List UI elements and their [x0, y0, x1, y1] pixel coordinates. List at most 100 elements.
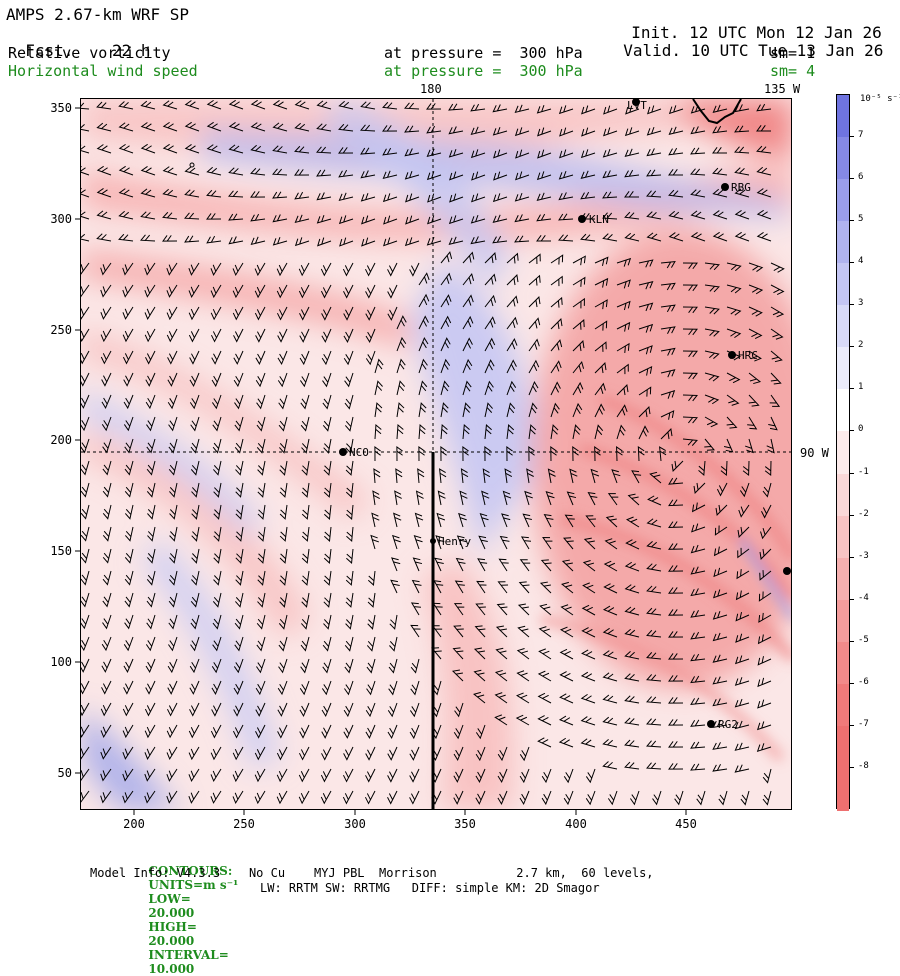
wind-barb: [210, 790, 222, 804]
wind-barb: [81, 102, 90, 110]
wind-barb: [346, 548, 354, 564]
wind-barb: [514, 127, 530, 137]
wind-barb: [272, 214, 288, 223]
wind-barb: [279, 526, 288, 542]
wind-barb: [279, 570, 288, 586]
wind-barb: [712, 632, 728, 642]
wind-barb: [257, 592, 266, 608]
wind-barb: [360, 101, 376, 110]
wind-barb: [660, 410, 675, 420]
wind-barb: [660, 428, 673, 440]
wind-barb: [232, 262, 244, 277]
wind-barb: [294, 100, 310, 110]
wind-barb: [454, 580, 465, 594]
wind-barb: [646, 740, 662, 748]
wind-barb: [539, 603, 552, 616]
wind-barb: [277, 724, 288, 739]
wind-barb: [481, 490, 490, 506]
wind-barb: [323, 438, 332, 454]
wind-barb: [168, 636, 178, 652]
wind-barb: [144, 284, 156, 298]
wind-barb: [426, 236, 442, 246]
colorbar-tick: [850, 472, 854, 474]
wind-barb: [682, 394, 698, 402]
wind-barb: [256, 658, 266, 674]
wind-barb: [616, 424, 626, 440]
wind-barb: [81, 768, 90, 781]
wind-barb: [389, 614, 398, 630]
wind-barb: [484, 273, 497, 286]
wind-barb: [473, 691, 486, 704]
colorbar-label: 0: [858, 424, 864, 435]
wind-barb: [624, 191, 640, 198]
y-tick-label: 250: [50, 323, 72, 337]
wind-barb: [484, 424, 492, 440]
contours-label: CONTOURS:: [148, 864, 233, 878]
wind-barb: [436, 512, 446, 528]
field1-smoothing: sm= 1: [770, 44, 816, 62]
wind-barb: [81, 165, 90, 176]
wind-barb: [272, 100, 288, 110]
wind-barb: [301, 526, 310, 542]
wind-barb: [581, 649, 596, 660]
wind-barb: [317, 237, 332, 247]
wind-barb: [563, 537, 574, 550]
wind-barb: [582, 582, 596, 594]
wind-barb: [367, 592, 376, 608]
wind-barb: [453, 724, 464, 740]
wind-barb: [234, 438, 244, 454]
wind-barb: [594, 299, 608, 310]
wind-barb: [646, 232, 662, 242]
wind-barb: [81, 746, 90, 760]
wind-barb: [206, 166, 222, 176]
wind-barb: [279, 504, 288, 520]
wind-barb: [256, 636, 266, 652]
wind-barb: [638, 345, 653, 355]
wind-barb: [440, 315, 452, 330]
wind-barb: [713, 567, 728, 578]
wind-barb: [770, 284, 785, 296]
wind-barb: [690, 719, 706, 727]
wind-barb: [492, 193, 508, 203]
wind-barb: [736, 569, 750, 580]
wind-barb: [499, 535, 510, 550]
wind-barb: [528, 338, 540, 352]
colorbar-tick: [850, 346, 854, 348]
wind-barb: [559, 693, 574, 704]
wind-barb: [607, 493, 619, 506]
wind-barb: [646, 563, 662, 572]
low-value: 20.000: [148, 906, 195, 920]
wind-barb: [81, 306, 90, 320]
wind-barb: [734, 655, 750, 665]
wind-barb: [726, 328, 742, 339]
wind-barb: [294, 122, 310, 132]
wind-barb: [449, 193, 464, 203]
wind-barb: [235, 548, 244, 564]
wind-barb: [147, 526, 156, 542]
wind-barb: [462, 380, 472, 396]
colorbar-tick: [850, 220, 854, 222]
wind-barb: [276, 262, 288, 277]
wind-barb: [528, 380, 539, 396]
wind-barb: [374, 358, 384, 374]
wind-barb: [594, 362, 607, 374]
wind-barb: [299, 328, 310, 343]
wind-barb: [168, 592, 178, 608]
wind-barb: [191, 570, 200, 586]
wind-barb: [234, 416, 244, 432]
wind-barb: [299, 680, 310, 696]
wind-barb: [147, 504, 156, 520]
wind-barb: [456, 535, 467, 550]
wind-barb: [167, 702, 178, 717]
wind-barb: [212, 438, 222, 454]
wind-barb: [343, 724, 354, 739]
wind-barb: [668, 543, 684, 550]
wind-barb: [439, 468, 447, 484]
wind-barb: [81, 416, 90, 432]
wind-barb: [321, 306, 332, 321]
wind-barb: [536, 213, 552, 222]
wind-barb: [344, 394, 354, 410]
wind-barb: [382, 147, 398, 156]
wind-barb: [166, 790, 178, 804]
wind-barb: [343, 306, 354, 321]
